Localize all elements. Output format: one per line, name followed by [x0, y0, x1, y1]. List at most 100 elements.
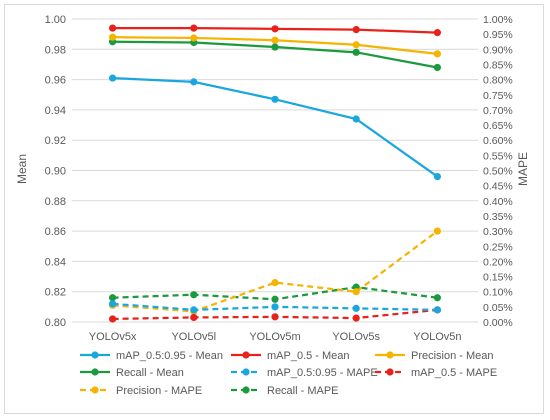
y2-tick-label: 0.15%	[483, 272, 513, 284]
legend-item: Recall - MAPE	[231, 385, 339, 397]
data-point	[271, 43, 279, 51]
y-tick-label: 0.94	[45, 105, 66, 117]
data-point	[352, 26, 360, 34]
data-point	[109, 24, 117, 32]
data-point	[433, 227, 441, 235]
data-point	[352, 288, 360, 296]
legend-item: Precision - Mean	[375, 350, 494, 362]
legend-marker	[242, 386, 250, 394]
series-0	[109, 74, 441, 181]
y-tick-label: 0.82	[45, 287, 66, 299]
series-7	[109, 283, 441, 303]
series-line	[112, 230, 439, 313]
y2-tick-label: 0.45%	[483, 181, 513, 193]
data-point	[433, 294, 441, 302]
legend-label: Recall - Mean	[116, 367, 184, 379]
y2-tick-label: 0.75%	[483, 90, 513, 102]
legend-marker	[91, 386, 99, 394]
y-tick-label: 0.80	[45, 317, 66, 329]
data-point	[271, 295, 279, 303]
data-point	[109, 294, 117, 302]
data-point	[271, 279, 279, 287]
data-point	[433, 172, 441, 181]
gridlines	[72, 18, 478, 323]
legend-label: mAP_0.5:0.95 - Mean	[116, 350, 223, 362]
legend-item: Recall - Mean	[80, 367, 184, 379]
legend-marker	[386, 351, 394, 359]
y2-tick-label: 0.25%	[483, 241, 513, 253]
y-tick-label: 0.88	[45, 196, 66, 208]
y2-tick-label: 0.70%	[483, 105, 513, 117]
y2-tick-label: 0.10%	[483, 287, 513, 299]
y-tick-label: 1.00	[45, 14, 66, 26]
series-2	[109, 33, 441, 58]
y2-tick-label: 0.35%	[483, 211, 513, 223]
data-point	[352, 115, 360, 123]
legend-label: mAP_0.5 - MAPE	[411, 367, 497, 379]
data-point	[352, 48, 360, 56]
x-tick-label: YOLOv5m	[249, 331, 300, 343]
legend-label: mAP_0.5 - Mean	[267, 350, 350, 362]
legend-marker	[386, 368, 394, 376]
series-line	[112, 76, 439, 178]
data-point	[271, 303, 279, 311]
data-point	[190, 78, 198, 86]
data-point	[433, 29, 441, 37]
data-point	[190, 313, 198, 322]
series-4	[109, 300, 441, 314]
data-point	[352, 41, 360, 49]
legend-marker	[242, 351, 250, 359]
data-point	[271, 95, 279, 103]
data-point	[271, 313, 279, 321]
right-axis-ticks: 0.00% 0.05% 0.10% 0.15% 0.20% 0.25% 0.30% 0.35%…	[483, 14, 513, 329]
data-point	[433, 50, 441, 58]
y2-tick-label: 0.20%	[483, 256, 513, 268]
legend-label: mAP_0.5:0.95 - MAPE	[267, 367, 378, 379]
data-point	[271, 25, 279, 33]
chart-frame: 0.80 0.82 0.84 0.86 0.88 0.90 0.92 0.94 0.96 0.98…	[4, 4, 544, 414]
left-axis-ticks: 0.80 0.82 0.84 0.86 0.88 0.90 0.92 0.94 0.96 0.98…	[45, 14, 66, 329]
legend-item: mAP_0.5:0.95 - MAPE	[231, 367, 378, 379]
y2-tick-label: 0.05%	[483, 302, 513, 314]
x-tick-label: YOLOv5l	[171, 331, 216, 343]
legend-item: mAP_0.5:0.95 - Mean	[80, 350, 223, 362]
series-1	[109, 24, 441, 37]
legend-marker	[242, 368, 250, 376]
y-tick-label: 0.84	[45, 256, 66, 268]
data-point	[109, 74, 117, 82]
y-tick-label: 0.90	[45, 166, 66, 178]
y2-tick-label: 0.85%	[483, 59, 513, 71]
y-tick-label: 0.86	[45, 226, 66, 238]
y2-tick-label: 0.90%	[483, 44, 513, 56]
y-tick-label: 0.92	[45, 135, 66, 147]
data-point	[190, 34, 198, 42]
series-layer	[109, 24, 441, 323]
y2-tick-label: 0.50%	[483, 166, 513, 178]
data-point	[271, 36, 279, 44]
legend-label: Precision - Mean	[411, 350, 494, 362]
data-point	[109, 33, 117, 41]
y2-tick-label: 0.40%	[483, 196, 513, 208]
y2-tick-label: 0.00%	[483, 317, 513, 329]
y2-tick-label: 0.30%	[483, 226, 513, 238]
x-tick-label: YOLOv5x	[89, 331, 137, 343]
legend-marker	[91, 351, 99, 359]
y-axis-title: Mean	[15, 154, 29, 184]
line-chart: 0.80 0.82 0.84 0.86 0.88 0.90 0.92 0.94 0.96 0.98…	[15, 14, 530, 397]
y2-axis-title: MAPE	[516, 152, 530, 186]
y2-tick-label: 1.00%	[483, 14, 513, 26]
y-tick-label: 0.98	[45, 44, 66, 56]
data-point	[352, 314, 360, 322]
x-axis-ticks: YOLOv5x YOLOv5l YOLOv5m YOLOv5s YOLOv5n	[89, 331, 462, 343]
data-point	[433, 63, 441, 72]
legend-label: Precision - MAPE	[116, 385, 202, 397]
data-point	[190, 306, 198, 314]
legend-item: mAP_0.5 - MAPE	[375, 367, 497, 379]
data-point	[190, 24, 198, 32]
y-tick-label: 0.96	[45, 75, 66, 87]
y2-tick-label: 0.80%	[483, 75, 513, 87]
data-point	[109, 315, 117, 323]
y2-tick-label: 0.60%	[483, 135, 513, 147]
y2-tick-label: 0.65%	[483, 120, 513, 132]
legend-marker	[91, 368, 99, 376]
